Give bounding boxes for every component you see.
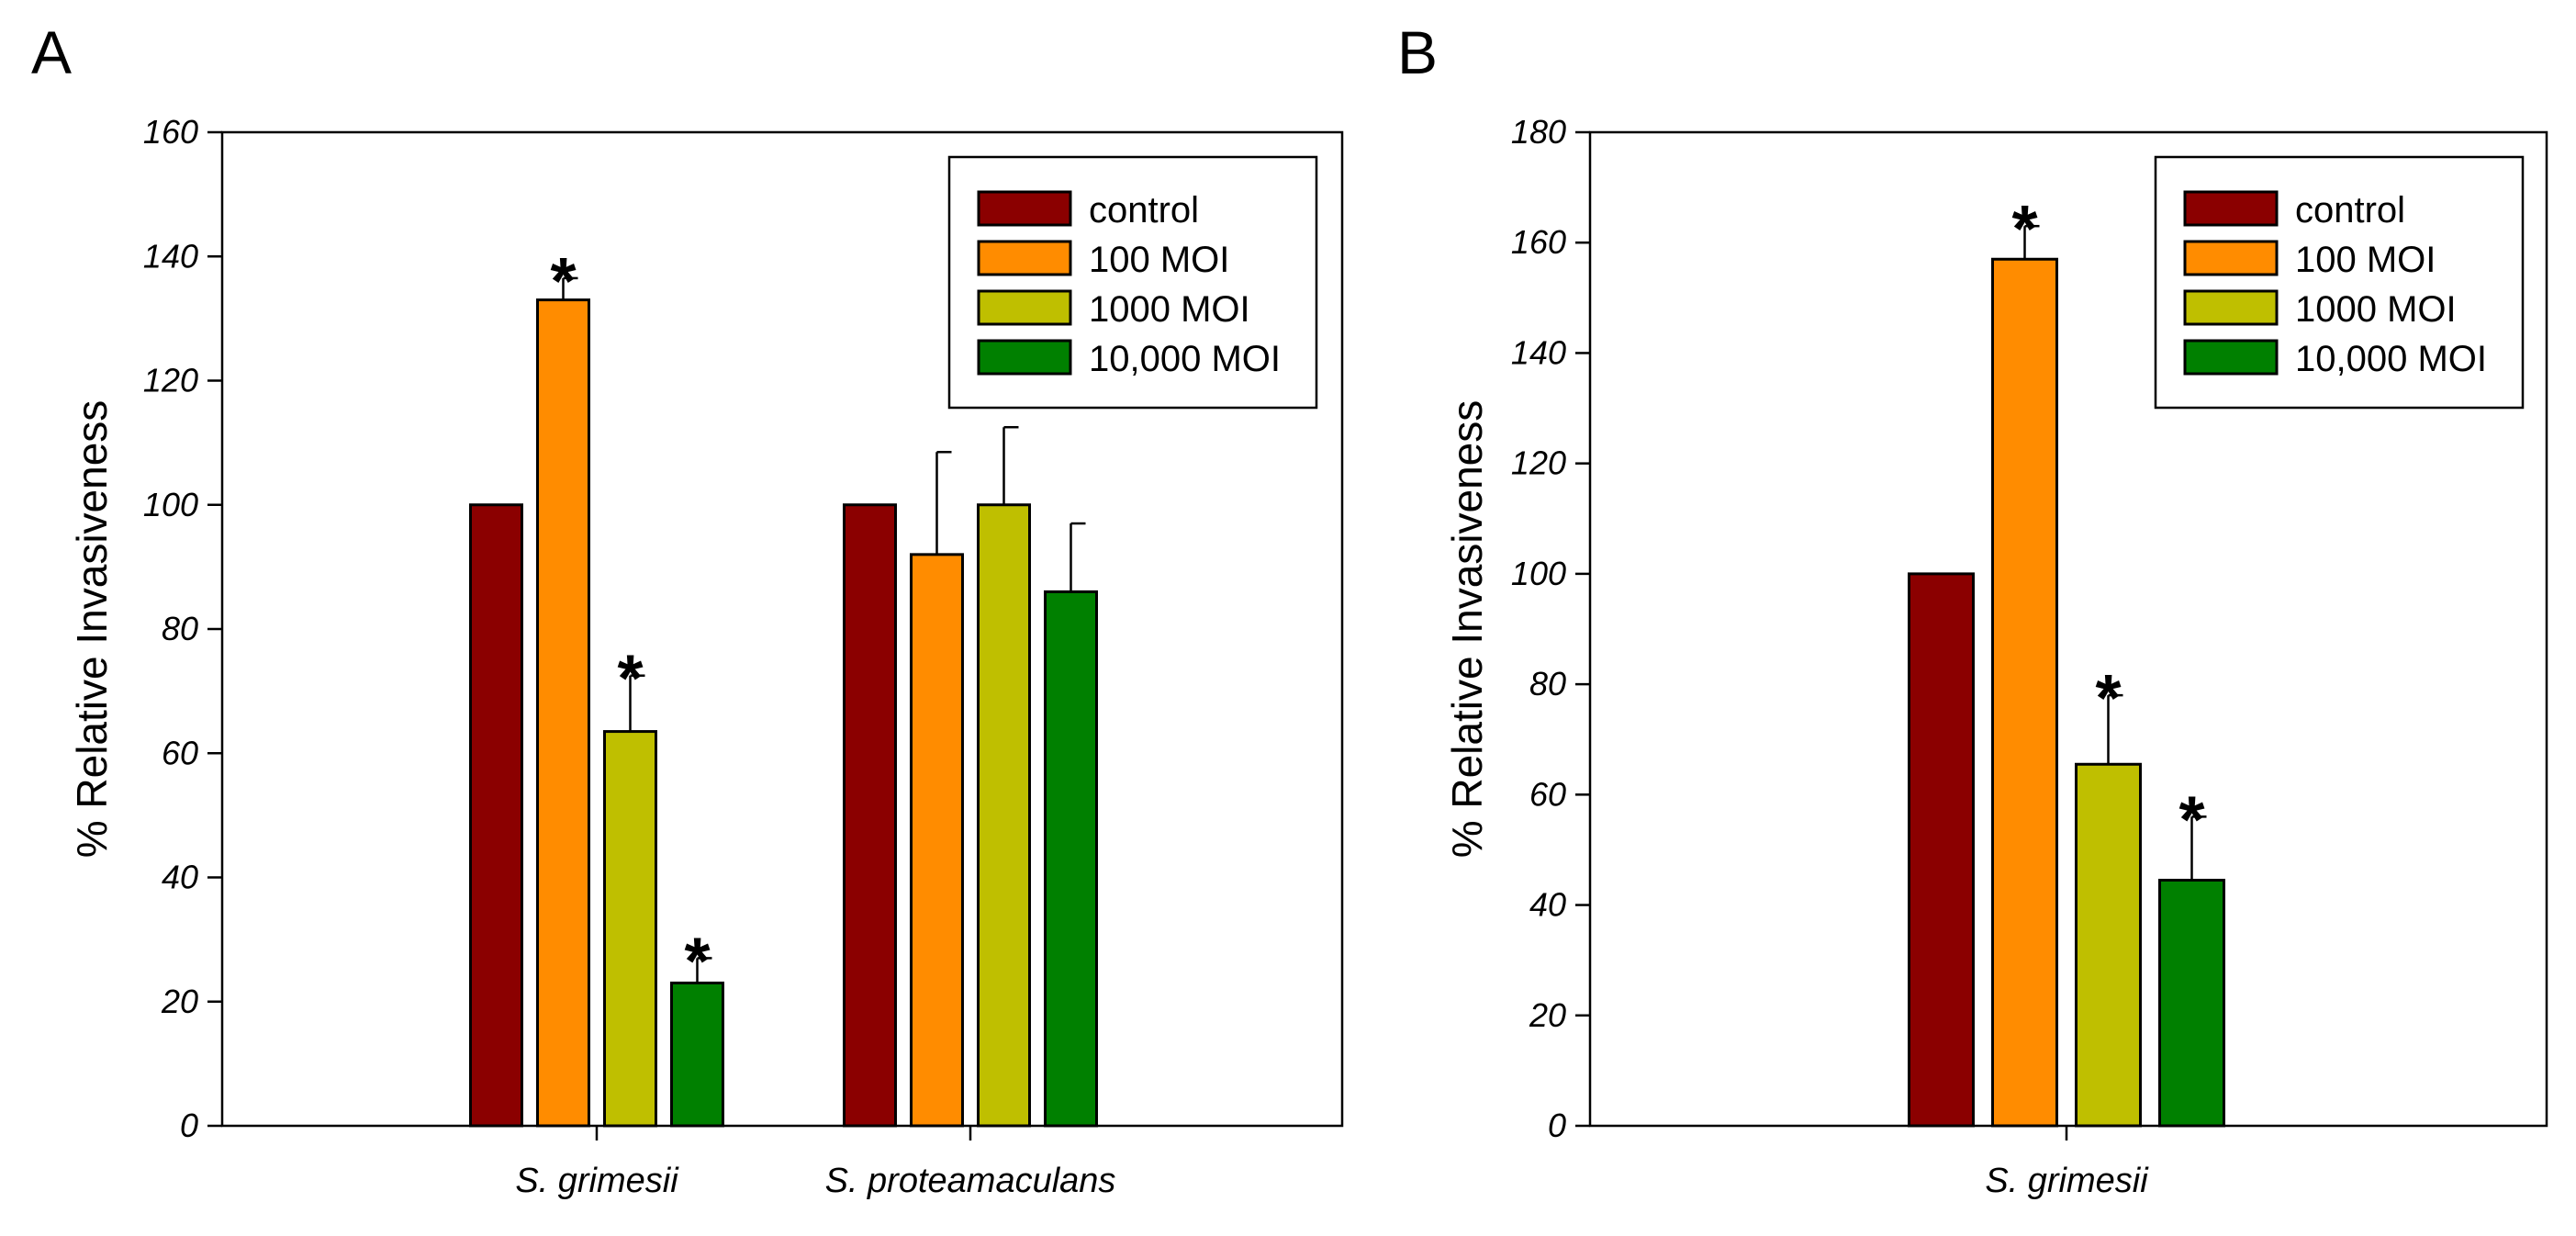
legend-swatch <box>977 240 1072 276</box>
legend-swatch <box>2183 289 2279 326</box>
y-tick-label: 140 <box>1511 333 1566 371</box>
significance-star: * <box>550 245 576 319</box>
bar <box>910 553 964 1128</box>
panel-letter: B <box>1397 18 1438 86</box>
plot-frame <box>1588 130 2548 1128</box>
legend-swatch <box>977 289 1072 326</box>
bar <box>670 981 724 1128</box>
y-tick-label: 120 <box>1511 444 1566 482</box>
legend-label: control <box>2295 190 2405 230</box>
x-category-label: S. grimesii <box>515 1162 679 1200</box>
legend-label: 10,000 MOI <box>1089 339 1281 379</box>
legend-swatch <box>977 190 1072 227</box>
significance-star: * <box>2011 193 2037 266</box>
significance-star: * <box>2178 783 2204 857</box>
y-tick-label: 100 <box>1511 555 1566 592</box>
y-tick-label: 100 <box>143 486 198 523</box>
y-tick-label: 40 <box>1529 886 1566 924</box>
y-tick-label: 160 <box>1511 223 1566 261</box>
y-tick-label: 0 <box>1548 1107 1566 1144</box>
legend-label: 10,000 MOI <box>2295 339 2487 379</box>
legend-label: 1000 MOI <box>2295 289 2457 330</box>
legend-swatch <box>977 339 1072 376</box>
y-tick-label: 20 <box>161 983 198 1020</box>
bar <box>1908 572 1975 1128</box>
y-tick-label: 80 <box>1529 665 1566 702</box>
legend-swatch <box>2183 240 2279 276</box>
y-tick-label: 160 <box>143 113 198 151</box>
significance-star: * <box>617 643 643 716</box>
bar <box>469 503 523 1128</box>
bar <box>1044 590 1098 1128</box>
legend-swatch <box>2183 190 2279 227</box>
significance-star: * <box>2095 662 2121 736</box>
legend: control 100 MOI 1000 MOI 10,000 MOI <box>947 155 1318 410</box>
chart-panel-a: A 0 20 40 60 80 100 120 140 160 % Relative Invasiv… <box>31 18 1344 1200</box>
y-tick-label: 180 <box>1511 113 1566 151</box>
y-tick-label: 40 <box>162 859 198 896</box>
legend-label: control <box>1089 190 1199 230</box>
y-tick-label: 60 <box>162 734 198 771</box>
legend-label: 100 MOI <box>1089 240 1229 280</box>
significance-star: * <box>684 925 710 998</box>
bar <box>977 503 1031 1128</box>
chart-panel-b: B 0 20 40 60 80 100 120 140 160 180 % Relative Inva… <box>1397 18 2548 1200</box>
bar <box>843 503 897 1128</box>
bar <box>1991 257 2058 1128</box>
y-axis-title: % Relative Invasiveness <box>68 400 116 859</box>
y-tick-label: 0 <box>180 1107 198 1144</box>
y-tick-label: 120 <box>143 362 198 399</box>
bar <box>603 730 657 1128</box>
x-category-label: S. proteamaculans <box>825 1162 1116 1200</box>
x-category-label: S. grimesii <box>1985 1162 2149 1200</box>
y-tick-label: 20 <box>1529 996 1566 1034</box>
legend: control 100 MOI 1000 MOI 10,000 MOI <box>2154 155 2525 410</box>
panel-letter: A <box>31 18 72 86</box>
y-tick-label: 60 <box>1529 775 1566 813</box>
y-tick-label: 80 <box>162 610 198 647</box>
bar <box>2158 879 2225 1128</box>
legend-label: 100 MOI <box>2295 240 2436 280</box>
legend-swatch <box>2183 339 2279 376</box>
legend-label: 1000 MOI <box>1089 289 1250 330</box>
bar <box>536 298 590 1128</box>
y-axis-title: % Relative Invasiveness <box>1443 400 1491 859</box>
y-tick-label: 140 <box>143 237 198 275</box>
bar <box>2075 762 2142 1128</box>
